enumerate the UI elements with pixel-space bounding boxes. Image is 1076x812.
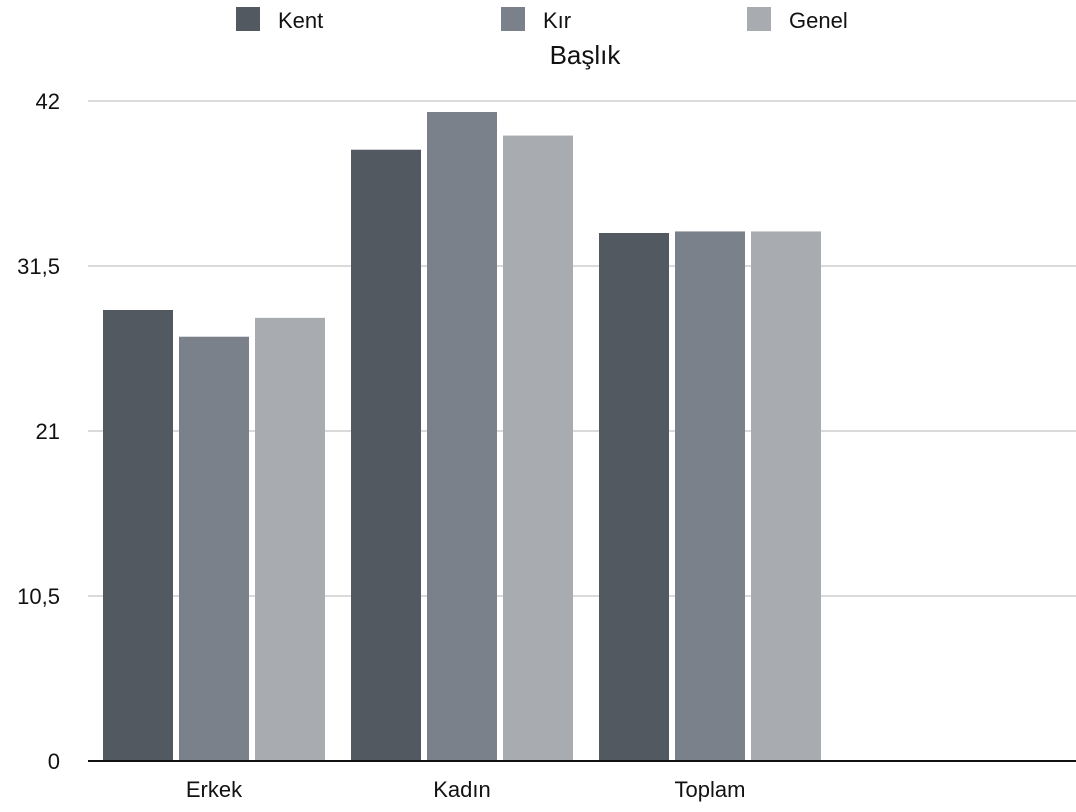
gridlines xyxy=(88,100,1076,597)
x-tick-label: Erkek xyxy=(186,777,243,802)
bar-genel-toplam xyxy=(751,231,821,761)
legend-swatch xyxy=(747,7,771,31)
chart-title: Başlık xyxy=(550,40,622,70)
legend-label: Kent xyxy=(278,8,323,33)
legend-swatch xyxy=(501,7,525,31)
y-tick-label: 42 xyxy=(36,89,60,114)
bar-kent-erkek xyxy=(103,310,173,761)
x-axis-ticks: Erkek Kadın Toplam xyxy=(186,777,746,802)
bar-kent-toplam xyxy=(599,233,669,761)
bar-genel-erkek xyxy=(255,317,325,761)
bars xyxy=(103,112,821,762)
y-axis-ticks: 0 10,5 21 31,5 42 xyxy=(17,89,60,774)
bar-kent-kadın xyxy=(351,149,421,761)
bar-kır-erkek xyxy=(179,336,249,761)
x-tick-label: Toplam xyxy=(675,777,746,802)
y-tick-label: 31,5 xyxy=(17,254,60,279)
x-tick-label: Kadın xyxy=(433,777,491,802)
legend-label: Kır xyxy=(543,8,571,33)
legend: Kent Kır Genel xyxy=(236,7,848,33)
y-tick-label: 0 xyxy=(48,749,60,774)
bar-genel-kadın xyxy=(503,135,573,762)
y-tick-label: 21 xyxy=(36,419,60,444)
bar-kır-kadın xyxy=(427,112,497,761)
bar-kır-toplam xyxy=(675,231,745,761)
y-tick-label: 10,5 xyxy=(17,584,60,609)
legend-swatch xyxy=(236,7,260,31)
legend-label: Genel xyxy=(789,8,848,33)
